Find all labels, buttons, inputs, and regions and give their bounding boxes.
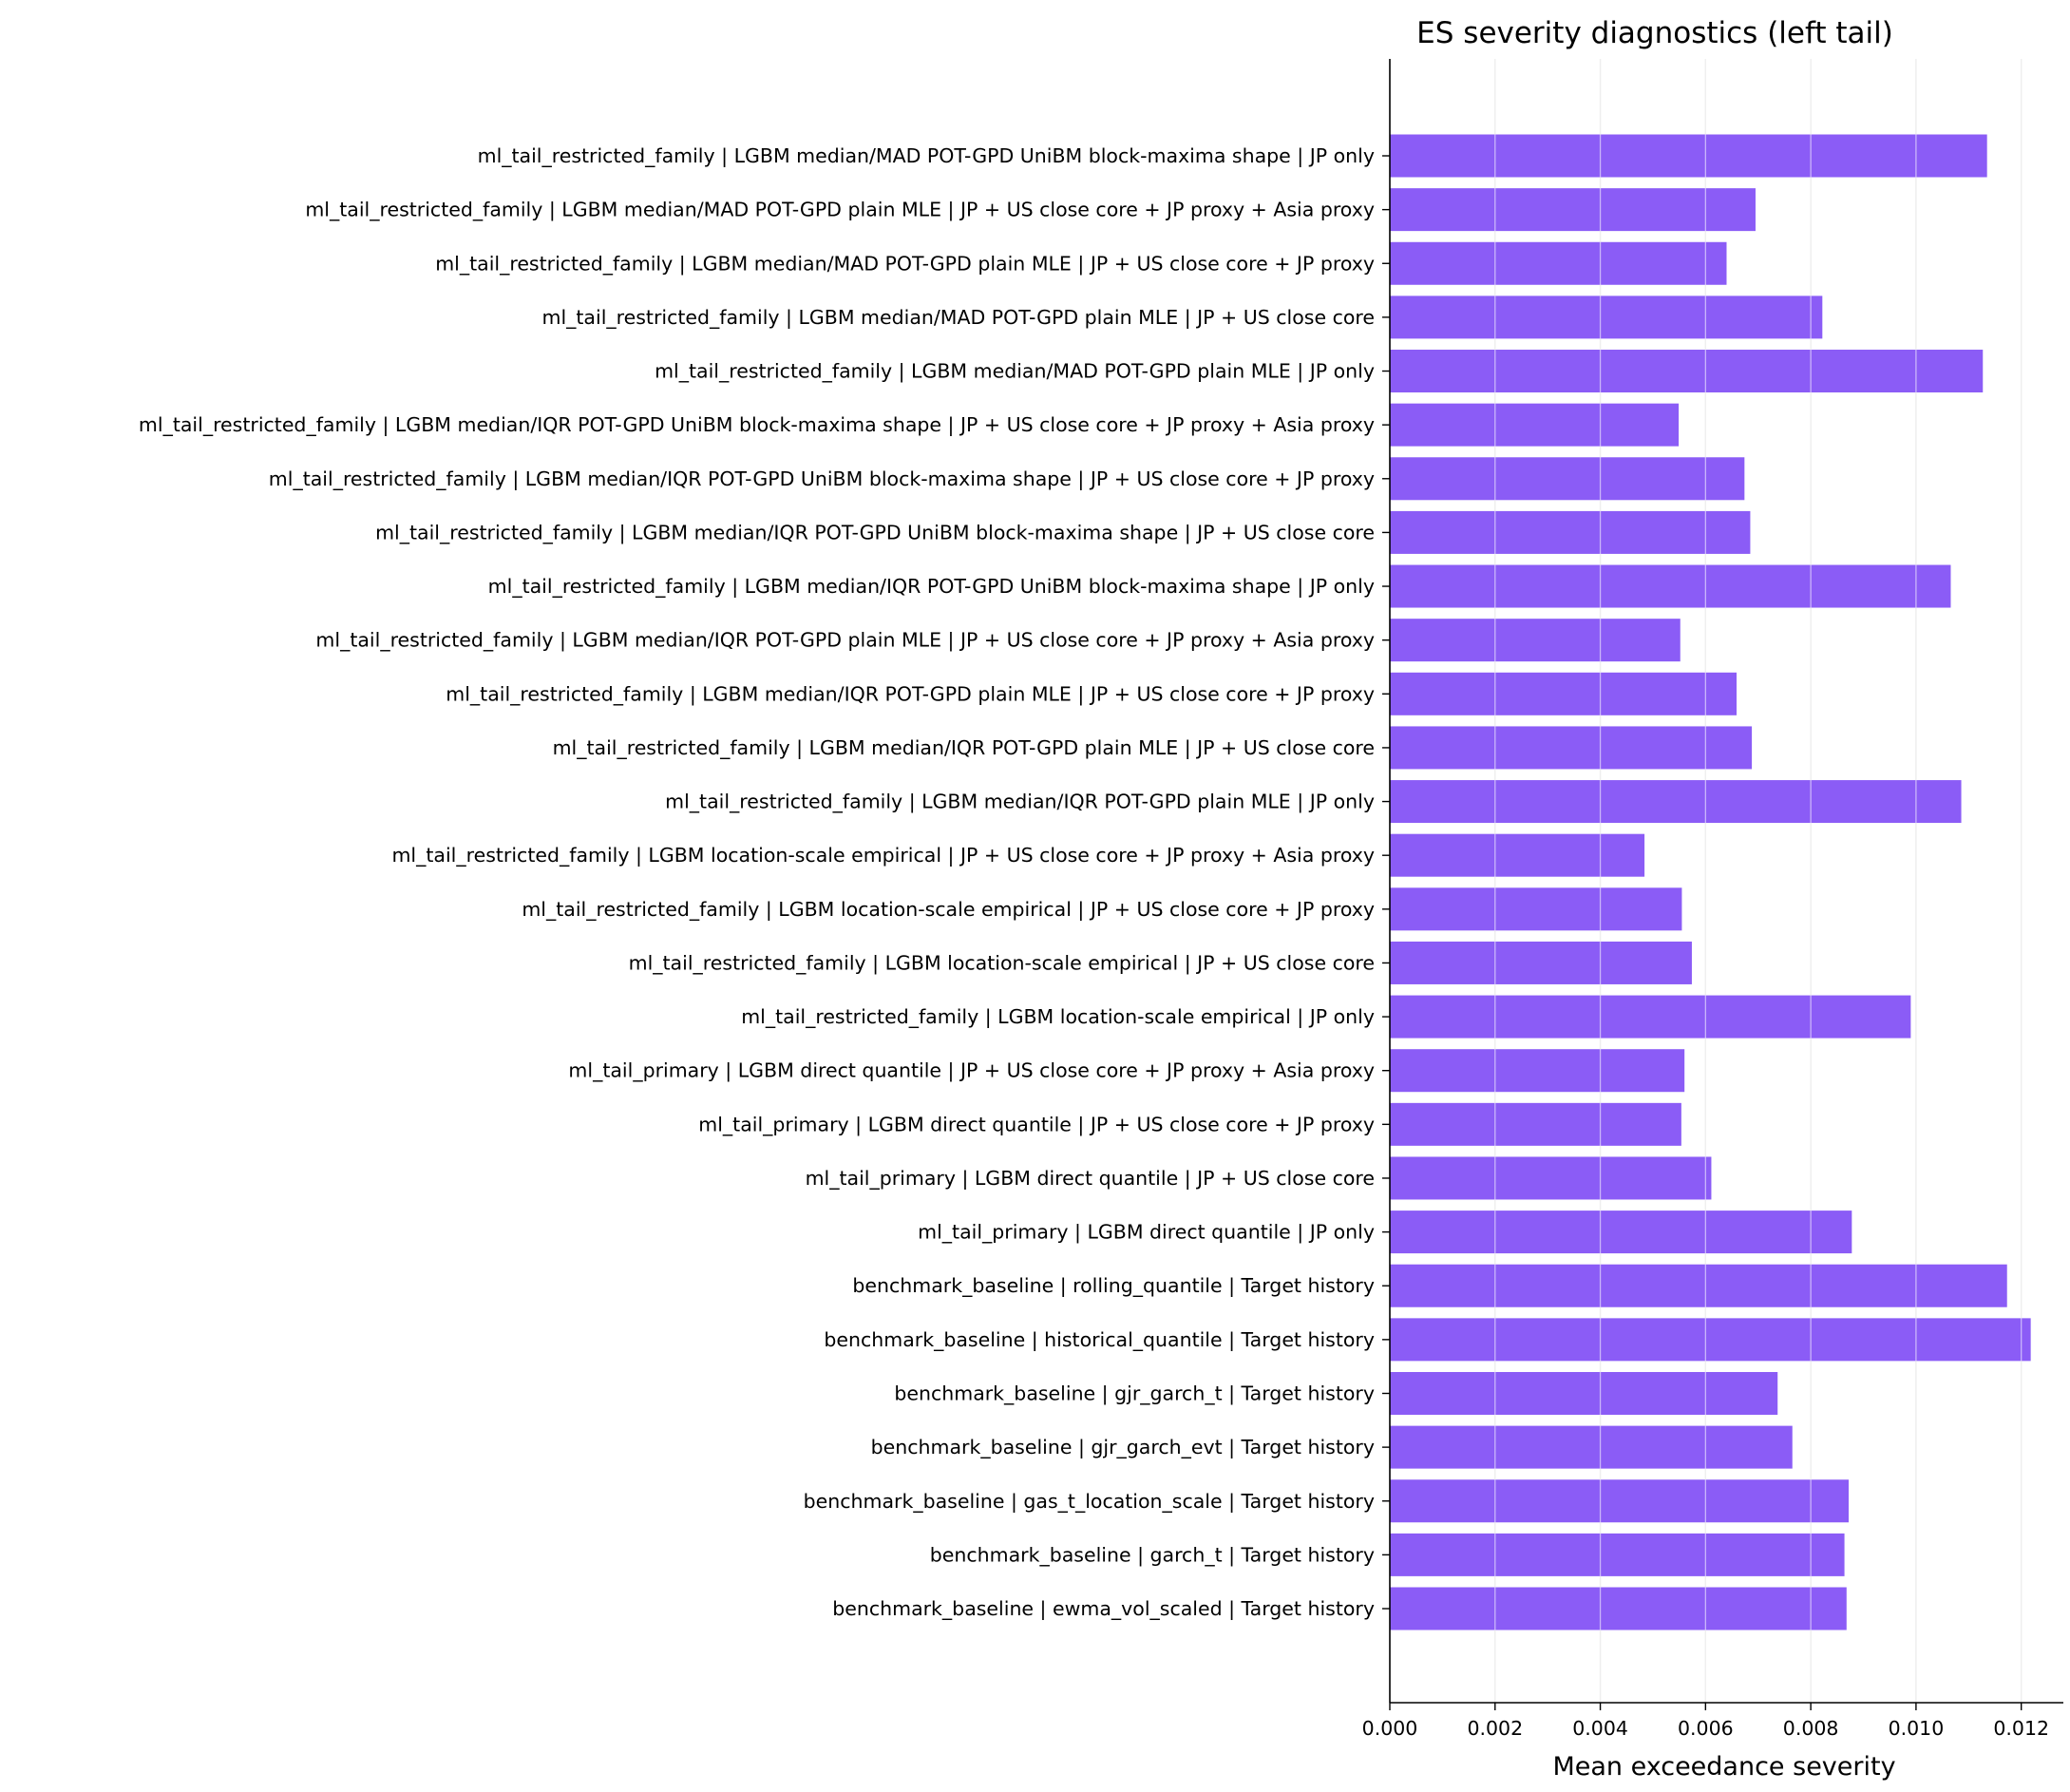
category-label: benchmark_baseline | gjr_garch_t | Targe… — [894, 1382, 1375, 1405]
x-tick-label: 0.012 — [1993, 1717, 2049, 1740]
bar — [1390, 1371, 1778, 1415]
category-label: benchmark_baseline | rolling_quantile | … — [852, 1274, 1375, 1298]
x-tick-label: 0.004 — [1572, 1717, 1628, 1740]
category-label: benchmark_baseline | ewma_vol_scaled | T… — [832, 1597, 1375, 1621]
x-axis-label: Mean exceedance severity — [1552, 1752, 1895, 1782]
category-label: ml_tail_restricted_family | LGBM locatio… — [522, 898, 1375, 922]
category-label: ml_tail_primary | LGBM direct quantile |… — [918, 1221, 1375, 1245]
bar — [1390, 403, 1680, 447]
category-label: ml_tail_primary | LGBM direct quantile |… — [698, 1113, 1375, 1136]
category-label: ml_tail_restricted_family | LGBM median/… — [478, 144, 1375, 168]
category-label: ml_tail_restricted_family | LGBM median/… — [488, 575, 1375, 599]
bar — [1390, 1102, 1681, 1146]
bar — [1390, 833, 1645, 877]
category-label: ml_tail_restricted_family | LGBM median/… — [139, 413, 1375, 437]
category-label: benchmark_baseline | gas_t_location_scal… — [804, 1490, 1375, 1514]
x-ticks: 0.000 0.002 0.004 0.006 0.008 0.010 0.012 — [1362, 1703, 2049, 1740]
bar — [1390, 672, 1738, 715]
bar — [1390, 941, 1692, 984]
bar — [1390, 134, 1987, 178]
bar — [1390, 188, 1756, 232]
bar — [1390, 1049, 1685, 1093]
category-labels: ml_tail_restricted_family | LGBM median/… — [139, 144, 1390, 1621]
gridline-over-layer — [1494, 59, 2023, 1703]
x-tick-label: 0.002 — [1467, 1717, 1523, 1740]
bar — [1390, 510, 1751, 554]
bar — [1390, 1587, 1847, 1630]
bar — [1390, 1318, 2031, 1362]
bar — [1390, 619, 1681, 662]
category-label: ml_tail_restricted_family | LGBM median/… — [541, 306, 1375, 330]
category-label: ml_tail_restricted_family | LGBM median/… — [665, 791, 1375, 814]
bar — [1390, 1156, 1712, 1200]
bar — [1390, 350, 1984, 393]
bar — [1390, 295, 1823, 339]
bar — [1390, 726, 1753, 770]
bar — [1390, 1264, 2007, 1307]
x-tick-label: 0.000 — [1362, 1717, 1418, 1740]
bar — [1390, 1425, 1793, 1469]
category-label: ml_tail_restricted_family | LGBM locatio… — [629, 951, 1375, 975]
category-label: ml_tail_restricted_family | LGBM median/… — [375, 521, 1375, 544]
category-label: ml_tail_restricted_family | LGBM median/… — [435, 252, 1375, 276]
category-label: ml_tail_primary | LGBM direct quantile |… — [806, 1167, 1375, 1191]
bar — [1390, 241, 1727, 285]
x-tick-label: 0.006 — [1678, 1717, 1734, 1740]
bar — [1390, 457, 1745, 501]
bar — [1390, 564, 1951, 608]
category-label: ml_tail_restricted_family | LGBM median/… — [655, 360, 1375, 384]
category-label: ml_tail_restricted_family | LGBM locatio… — [391, 844, 1375, 867]
chart-title: ES severity diagnostics (left tail) — [1416, 16, 1893, 50]
axes — [1389, 59, 2063, 1704]
bar — [1390, 1479, 1850, 1523]
bar — [1390, 995, 1911, 1039]
bar — [1390, 887, 1682, 931]
category-label: benchmark_baseline | historical_quantile… — [824, 1328, 1375, 1352]
bar — [1390, 1211, 1852, 1254]
category-label: ml_tail_restricted_family | LGBM median/… — [446, 682, 1375, 706]
category-label: benchmark_baseline | gjr_garch_evt | Tar… — [871, 1436, 1375, 1459]
category-label: ml_tail_restricted_family | LGBM median/… — [553, 736, 1375, 760]
x-tick-label: 0.010 — [1889, 1717, 1945, 1740]
bar — [1390, 780, 1962, 824]
x-tick-label: 0.008 — [1783, 1717, 1839, 1740]
category-label: ml_tail_restricted_family | LGBM median/… — [305, 199, 1375, 222]
category-label: benchmark_baseline | garch_t | Target hi… — [930, 1543, 1375, 1567]
bars-layer — [1390, 134, 2031, 1630]
category-label: ml_tail_primary | LGBM direct quantile |… — [568, 1059, 1375, 1083]
category-label: ml_tail_restricted_family | LGBM locatio… — [741, 1005, 1375, 1029]
category-label: ml_tail_restricted_family | LGBM median/… — [315, 629, 1375, 653]
category-label: ml_tail_restricted_family | LGBM median/… — [269, 467, 1375, 491]
bar — [1390, 1533, 1845, 1576]
